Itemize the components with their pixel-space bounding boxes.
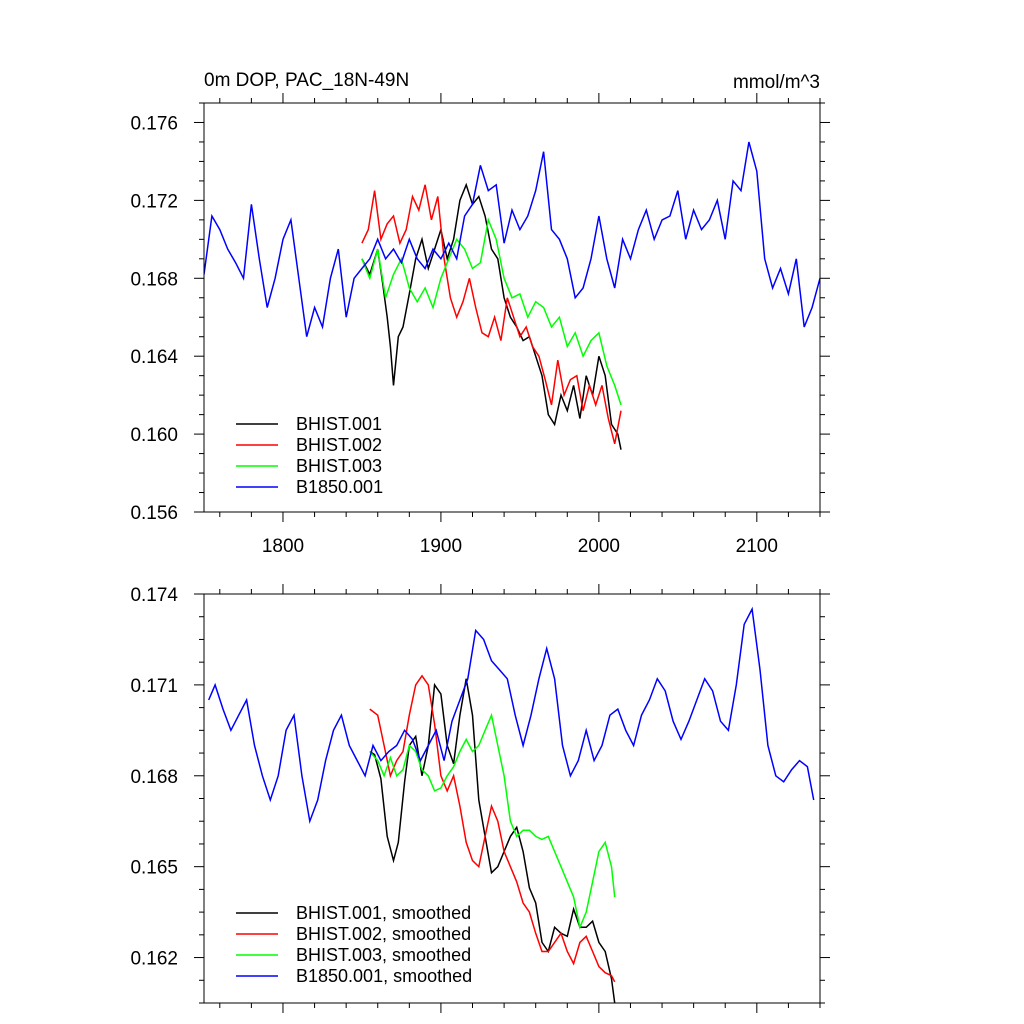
series-line-0-0	[361, 182, 622, 450]
x-tick-label-0-0: 1800	[262, 536, 304, 557]
series-line-1-1	[369, 674, 616, 983]
y-tick-label-0-1: 0.160	[130, 425, 178, 446]
series-line-0-3	[204, 141, 820, 337]
series-line-0-2	[361, 217, 622, 406]
x-tick-label-0-1: 1900	[420, 536, 462, 557]
series-line-1-2	[369, 712, 616, 930]
legend-label-0-1: BHIST.002	[296, 435, 382, 455]
top-panel: 0m DOP, PAC_18N-49N mmol/m^3 1800 1900 200…	[130, 70, 830, 557]
y-tick-label-0-2: 0.164	[130, 347, 178, 368]
y-tick-label-1-1: 0.165	[130, 858, 178, 879]
top-title-left: 0m DOP, PAC_18N-49N	[204, 70, 409, 91]
legend-label-1-0: BHIST.001, smoothed	[296, 903, 471, 923]
legend-label-0-0: BHIST.001	[296, 414, 382, 434]
legend-label-1-3: B1850.001, smoothed	[296, 966, 472, 986]
legend-label-1-2: BHIST.003, smoothed	[296, 945, 471, 965]
plot-frame-0	[203, 102, 821, 513]
legend-label-0-2: BHIST.003	[296, 456, 382, 476]
series-line-1-0	[369, 678, 616, 1003]
y-tick-label-1-3: 0.171	[130, 676, 178, 697]
bottom-panel: 0.162 0.165 0.168 0.171 0.174 BHIST.001, smoo…	[130, 584, 830, 1013]
y-tick-label-1-2: 0.168	[130, 767, 178, 788]
series-line-0-1	[361, 184, 622, 444]
y-tick-label-0-0: 0.156	[130, 503, 178, 524]
series-line-1-3	[208, 606, 815, 825]
y-tick-label-1-4: 0.174	[130, 585, 178, 606]
y-tick-label-0-4: 0.172	[130, 191, 178, 212]
y-tick-label-1-0: 0.162	[130, 949, 178, 970]
y-tick-label-0-3: 0.168	[130, 269, 178, 290]
top-title-right: mmol/m^3	[733, 72, 820, 93]
legend-label-1-1: BHIST.002, smoothed	[296, 924, 471, 944]
x-tick-label-0-2: 2000	[578, 536, 620, 557]
x-tick-label-0-3: 2100	[736, 536, 778, 557]
y-tick-label-0-5: 0.176	[130, 113, 178, 134]
legend-label-0-3: B1850.001	[296, 477, 383, 497]
